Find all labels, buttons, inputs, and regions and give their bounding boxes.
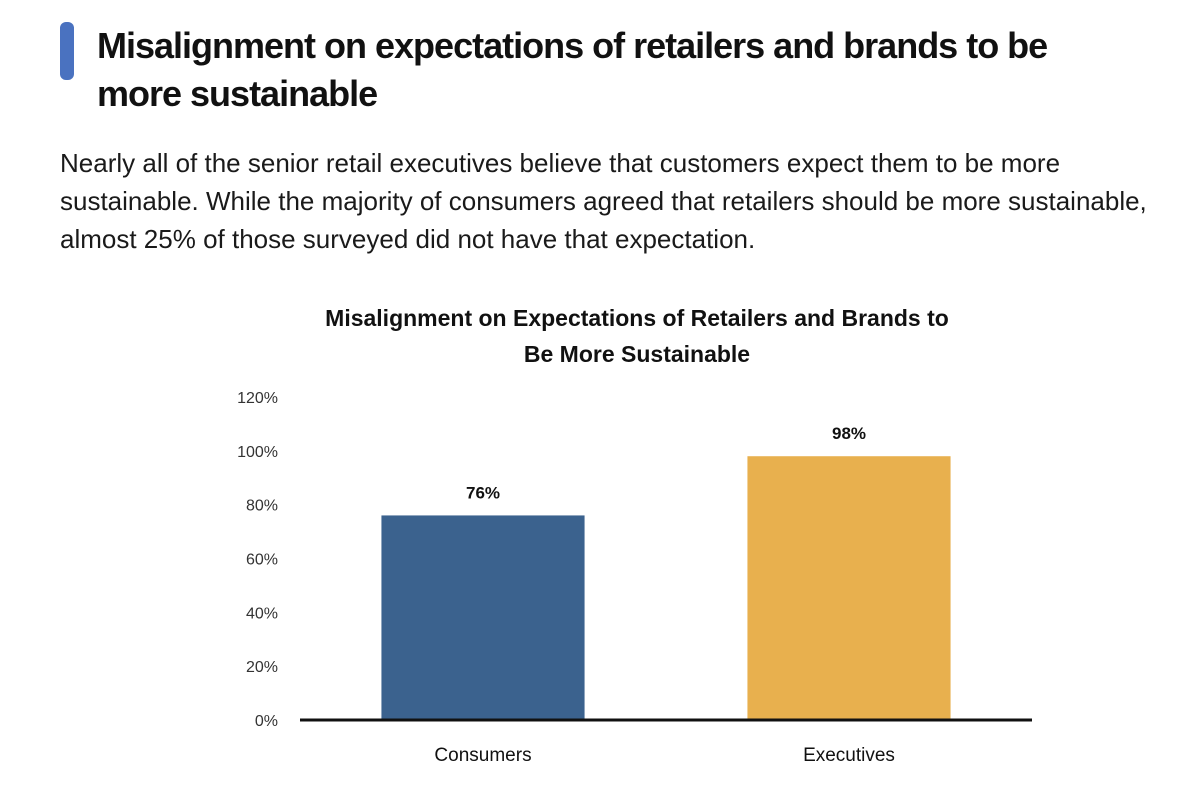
y-tick-label: 40% bbox=[246, 605, 278, 622]
bar-executives bbox=[747, 456, 951, 720]
x-category-label: Executives bbox=[803, 745, 895, 766]
chart-title-line-1: Misalignment on Expectations of Retailer… bbox=[325, 305, 949, 331]
page-title: Misalignment on expectations of retailer… bbox=[97, 25, 1048, 114]
intro-paragraph: Nearly all of the senior retail executiv… bbox=[60, 148, 1147, 254]
y-axis-ticks: 0% 20% 40% 60% 80% 100% 120% bbox=[237, 390, 278, 730]
y-tick-label: 80% bbox=[246, 498, 278, 515]
y-tick-label: 100% bbox=[237, 444, 278, 461]
y-tick-label: 0% bbox=[255, 713, 278, 730]
data-label-consumers: 76% bbox=[466, 483, 500, 502]
title-accent-bar bbox=[60, 22, 74, 80]
y-tick-label: 60% bbox=[246, 552, 278, 569]
y-tick-label: 20% bbox=[246, 659, 278, 676]
bars: 76% Consumers 98% Executives bbox=[381, 424, 951, 766]
x-category-label: Consumers bbox=[434, 745, 531, 766]
bar-consumers bbox=[381, 515, 585, 720]
y-tick-label: 120% bbox=[237, 390, 278, 407]
chart-title-line-2: Be More Sustainable bbox=[524, 341, 750, 367]
data-label-executives: 98% bbox=[832, 424, 866, 443]
